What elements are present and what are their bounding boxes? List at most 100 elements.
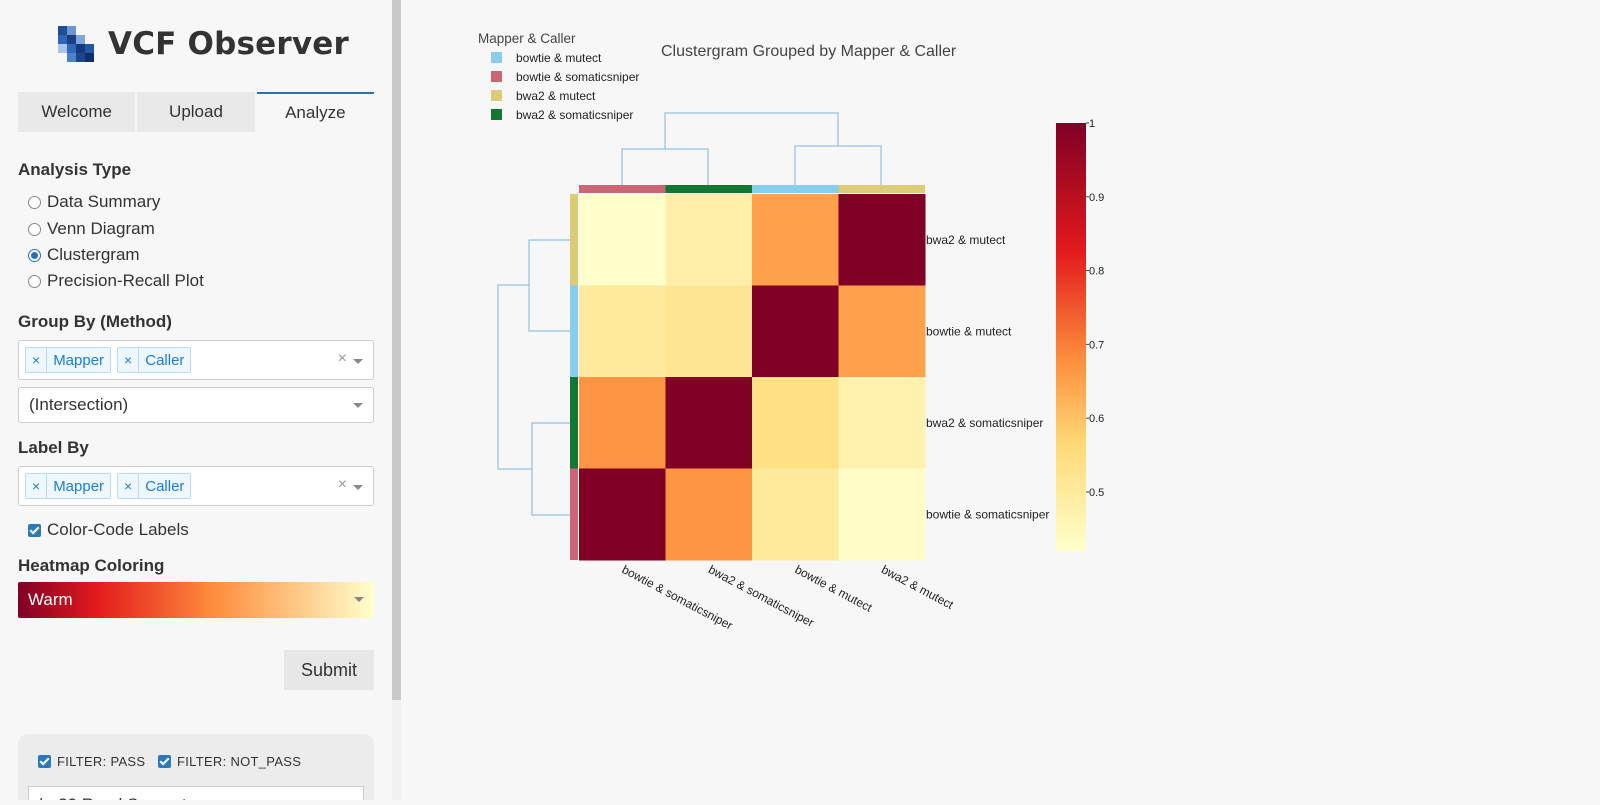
legend-swatch <box>491 90 502 101</box>
tag-remove-icon[interactable]: × <box>118 348 140 372</box>
heatmap-cell <box>665 377 753 469</box>
legend-label: bowtie & mutect <box>516 51 602 65</box>
filter-pass-checkbox[interactable]: FILTER: PASS <box>38 754 145 769</box>
heatmap-cell <box>752 377 839 469</box>
heatmap-coloring-select[interactable]: Warm <box>18 582 374 618</box>
heatmap-cell <box>665 285 753 378</box>
column-dendrogram <box>621 112 882 186</box>
heatmap-cell <box>579 377 666 469</box>
heatmap-cell <box>838 377 926 469</box>
sidebar-scrollbar[interactable] <box>392 0 401 700</box>
row-color-swatch <box>570 468 578 560</box>
label-by-heading: Label By <box>18 438 89 457</box>
radio-label: Clustergram <box>47 245 140 264</box>
sidebar-scrollbar-track <box>392 700 401 800</box>
column-color-bar <box>579 185 925 193</box>
colorbar-tick-label: 0.9 <box>1089 192 1104 204</box>
checkbox-checked-icon <box>158 755 171 768</box>
radio-circle <box>28 195 41 209</box>
tag-mapper: × Mapper <box>25 347 112 373</box>
radio-label: Data Summary <box>47 192 161 211</box>
filter-not-pass-label: FILTER: NOT_PASS <box>177 754 302 769</box>
tag-remove-icon[interactable]: × <box>118 474 140 498</box>
tab-bar: Welcome Upload Analyze <box>18 92 374 132</box>
tag-remove-icon[interactable]: × <box>26 348 48 372</box>
heatmap-cell <box>665 468 753 561</box>
group-by-multiselect[interactable]: × Mapper × Caller × <box>18 340 374 380</box>
label-by-multiselect[interactable]: × Mapper × Caller × <box>18 466 374 506</box>
legend-label: bowtie & somaticsniper <box>516 70 639 84</box>
column-color-swatch <box>579 185 666 193</box>
row-color-swatch <box>570 285 578 377</box>
dendrogram <box>497 112 882 516</box>
legend-label: bwa2 & somaticsniper <box>516 108 633 122</box>
chevron-down-icon[interactable] <box>353 403 363 408</box>
tab-upload[interactable]: Upload <box>137 92 255 132</box>
chevron-down-icon[interactable] <box>354 597 364 602</box>
radio-data-summary[interactable]: Data Summary <box>28 192 160 212</box>
column-label: bwa2 & mutect <box>879 562 956 612</box>
checkbox-checked-icon <box>38 755 51 768</box>
heatmap-cell <box>838 285 926 378</box>
clear-icon[interactable]: × <box>337 350 347 367</box>
column-color-swatch <box>838 185 925 193</box>
tag-caller: × Caller <box>117 347 192 373</box>
colorbar-tick-label: 1 <box>1089 118 1095 130</box>
chart-legend: bowtie & mutect bowtie & somaticsniper bwa… <box>491 51 639 122</box>
row-color-swatch <box>570 377 578 469</box>
clustergram-chart: Clustergram Grouped by Mapper & Caller M… <box>478 31 1104 633</box>
radio-circle-selected <box>28 248 41 262</box>
row-dendrogram <box>497 239 570 516</box>
tag-caller: × Caller <box>117 473 192 499</box>
clustergram-plot-area: Clustergram Grouped by Mapper & Caller M… <box>401 0 1600 800</box>
colorbar-tick-label: 0.6 <box>1089 413 1104 425</box>
radio-venn-diagram[interactable]: Venn Diagram <box>28 219 155 239</box>
filter-expression-input[interactable]: |> 30 Read Support <box>28 786 364 800</box>
radio-clustergram[interactable]: Clustergram <box>28 245 140 265</box>
color-code-labels-checkbox[interactable]: Color-Code Labels <box>28 520 189 540</box>
colorbar <box>1056 123 1086 551</box>
checkbox-checked-icon <box>28 523 41 537</box>
tab-analyze[interactable]: Analyze <box>256 92 374 132</box>
clear-icon[interactable]: × <box>337 476 347 493</box>
tab-welcome[interactable]: Welcome <box>18 92 136 132</box>
legend-swatch <box>491 52 502 63</box>
row-labels: bwa2 & mutect bowtie & mutect bwa2 & somat… <box>926 233 1049 522</box>
colorbar-tick-label: 0.7 <box>1089 339 1104 351</box>
heatmap-cell <box>838 194 926 286</box>
colorbar-ticks: 1 0.9 0.8 0.7 0.6 0.5 <box>1086 118 1104 499</box>
app-title: VCF Observer <box>108 26 349 62</box>
row-label: bowtie & mutect <box>926 324 1012 338</box>
row-label: bwa2 & mutect <box>926 233 1006 247</box>
radio-precision-recall[interactable]: Precision-Recall Plot <box>28 271 204 291</box>
heatmap-cell <box>838 468 926 561</box>
sidebar: VCF Observer Welcome Upload Analyze Anal… <box>0 0 393 800</box>
vcf-logo-icon <box>58 26 94 62</box>
filter-pass-label: FILTER: PASS <box>57 754 146 769</box>
tag-remove-icon[interactable]: × <box>26 474 48 498</box>
filter-panel: FILTER: PASS FILTER: NOT_PASS |> 30 Read… <box>18 734 374 800</box>
group-by-heading: Group By (Method) <box>18 312 172 331</box>
chart-title: Clustergram Grouped by Mapper & Caller <box>661 43 957 60</box>
submit-button[interactable]: Submit <box>284 650 374 690</box>
chevron-down-icon[interactable] <box>353 485 363 490</box>
heatmap-cell <box>579 194 666 286</box>
colorbar-tick-label: 0.8 <box>1089 266 1104 278</box>
brand: VCF Observer <box>58 24 349 64</box>
legend-swatch <box>491 71 502 82</box>
radio-circle <box>28 274 41 288</box>
radio-label: Precision-Recall Plot <box>47 271 204 290</box>
filter-not-pass-checkbox[interactable]: FILTER: NOT_PASS <box>158 754 301 769</box>
row-label: bowtie & somaticsniper <box>926 507 1049 521</box>
tag-label: Caller <box>145 477 185 495</box>
color-code-labels-label: Color-Code Labels <box>47 520 189 539</box>
heatmap-cell <box>579 468 666 561</box>
heatmap-coloring-heading: Heatmap Coloring <box>18 556 165 575</box>
row-color-bar <box>570 194 578 560</box>
colorbar-tick-label: 0.5 <box>1089 487 1104 499</box>
column-label: bowtie & mutect <box>793 562 876 615</box>
chevron-down-icon[interactable] <box>353 359 363 364</box>
tag-label: Mapper <box>53 351 105 369</box>
set-operation-select[interactable]: (Intersection) <box>18 387 374 423</box>
row-color-swatch <box>570 194 578 286</box>
